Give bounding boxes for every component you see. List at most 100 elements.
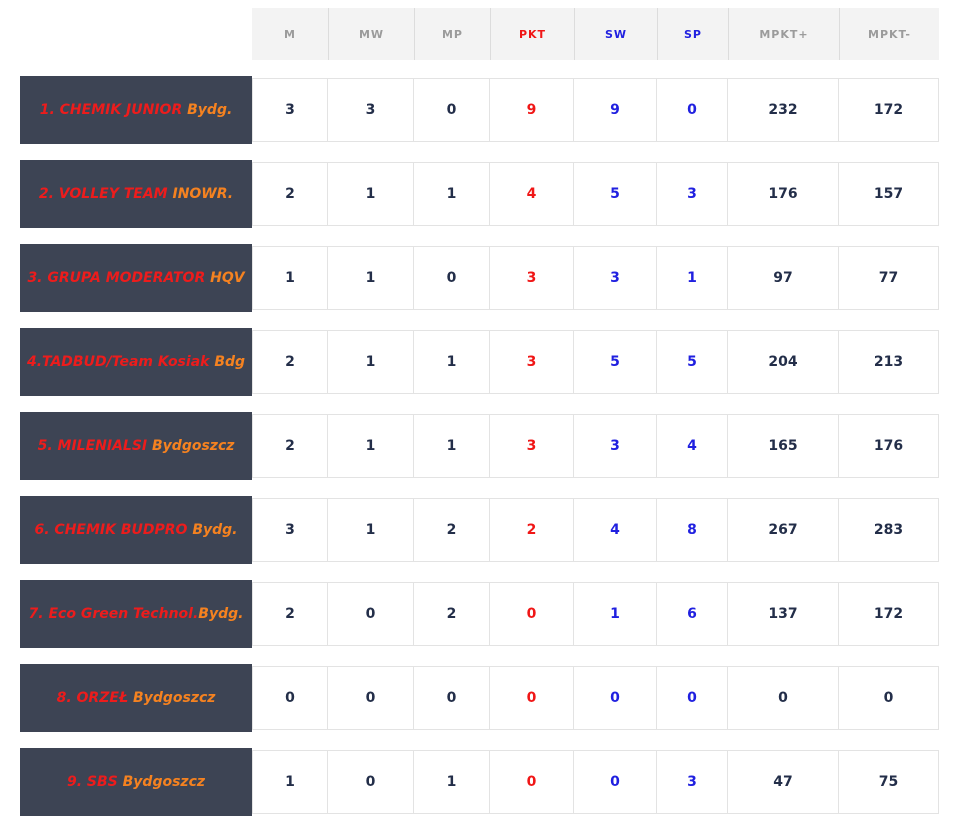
table-row: 2. VOLLEY TEAM INOWR. 2 1 1 4 5 3 176 15… [20, 160, 939, 228]
stat-mpkt-plus: 232 [728, 78, 839, 142]
stat-pkt: 3 [490, 330, 574, 394]
stat-pkt: 9 [490, 78, 574, 142]
table-row: 1. CHEMIK JUNIOR Bydg. 3 3 0 9 9 0 232 1… [20, 76, 939, 144]
team-city: Bydg. [187, 522, 238, 538]
table-row: 3. GRUPA MODERATOR HQV 1 1 0 3 3 1 97 77 [20, 244, 939, 312]
stat-mp: 1 [414, 750, 490, 814]
stat-mw: 1 [328, 162, 414, 226]
stat-sw: 5 [574, 162, 657, 226]
team-name-cell: 9. SBS Bydgoszcz [20, 748, 252, 816]
stat-mw: 0 [328, 666, 414, 730]
table-row: 8. ORZEŁ Bydgoszcz 0 0 0 0 0 0 0 0 [20, 664, 939, 732]
team-name-cell: 1. CHEMIK JUNIOR Bydg. [20, 76, 252, 144]
stat-m: 3 [252, 78, 328, 142]
stat-pkt: 0 [490, 582, 574, 646]
team-rank-and-name: 5. MILENIALSI [37, 438, 148, 454]
team-city: INOWR. [167, 186, 234, 202]
stat-mpkt-minus: 75 [839, 750, 939, 814]
stat-pkt: 2 [490, 498, 574, 562]
team-name-cell: 6. CHEMIK BUDPRO Bydg. [20, 496, 252, 564]
stat-m: 2 [252, 330, 328, 394]
stat-mpkt-minus: 77 [839, 246, 939, 310]
column-header-sw: SW [574, 8, 657, 60]
stat-mpkt-plus: 165 [728, 414, 839, 478]
stat-sp: 3 [657, 750, 728, 814]
stat-mp: 0 [414, 246, 490, 310]
stat-mpkt-minus: 283 [839, 498, 939, 562]
stat-mpkt-plus: 137 [728, 582, 839, 646]
stat-sw: 3 [574, 414, 657, 478]
stat-sp: 0 [657, 78, 728, 142]
stat-mw: 0 [328, 750, 414, 814]
stat-sp: 5 [657, 330, 728, 394]
stat-mpkt-plus: 267 [728, 498, 839, 562]
team-name-cell: 2. VOLLEY TEAM INOWR. [20, 160, 252, 228]
team-name-cell: 8. ORZEŁ Bydgoszcz [20, 664, 252, 732]
table-body: 1. CHEMIK JUNIOR Bydg. 3 3 0 9 9 0 232 1… [20, 76, 939, 816]
team-city: Bydgoszcz [147, 438, 235, 454]
stat-pkt: 4 [490, 162, 574, 226]
team-city: Bdg [209, 354, 246, 370]
table-row: 4.TADBUD/Team Kosiak Bdg 2 1 1 3 5 5 204… [20, 328, 939, 396]
stat-pkt: 3 [490, 246, 574, 310]
stat-mp: 2 [414, 498, 490, 562]
stat-mp: 1 [414, 330, 490, 394]
stat-mpkt-plus: 0 [728, 666, 839, 730]
column-header-mpkt-plus: MPKT+ [728, 8, 839, 60]
stat-mpkt-minus: 157 [839, 162, 939, 226]
stat-mw: 0 [328, 582, 414, 646]
stat-m: 2 [252, 414, 328, 478]
stat-sw: 1 [574, 582, 657, 646]
column-header-pkt: PKT [490, 8, 574, 60]
stat-mw: 1 [328, 498, 414, 562]
stat-m: 0 [252, 666, 328, 730]
team-city: Bydgoszcz [117, 774, 206, 790]
stat-m: 1 [252, 750, 328, 814]
stat-sp: 1 [657, 246, 728, 310]
header-name-spacer [20, 8, 252, 60]
column-header-sp: SP [657, 8, 728, 60]
team-city: Bydg. [198, 606, 244, 622]
team-rank-and-name: 2. VOLLEY TEAM [38, 186, 168, 202]
team-rank-and-name: 4.TADBUD/Team Kosiak [26, 354, 210, 370]
stat-pkt: 0 [490, 666, 574, 730]
stat-m: 2 [252, 162, 328, 226]
table-row: 7. Eco Green Technol. Bydg. 2 0 2 0 1 6 1… [20, 580, 939, 648]
stat-mp: 0 [414, 78, 490, 142]
team-city: Bydgoszcz [128, 690, 216, 706]
stat-mpkt-minus: 0 [839, 666, 939, 730]
table-header-row: M MW MP PKT SW SP MPKT+ MPKT- [20, 8, 939, 60]
stat-mp: 1 [414, 414, 490, 478]
table-row: 9. SBS Bydgoszcz 1 0 1 0 0 3 47 75 [20, 748, 939, 816]
stat-mp: 2 [414, 582, 490, 646]
stat-mpkt-minus: 172 [839, 78, 939, 142]
stat-mpkt-plus: 176 [728, 162, 839, 226]
stat-mpkt-plus: 204 [728, 330, 839, 394]
stat-sp: 6 [657, 582, 728, 646]
team-rank-and-name: 1. CHEMIK JUNIOR [39, 102, 183, 118]
team-city: HQV [205, 270, 245, 286]
stat-mw: 3 [328, 78, 414, 142]
column-header-mw: MW [328, 8, 414, 60]
stat-m: 3 [252, 498, 328, 562]
team-name-cell: 4.TADBUD/Team Kosiak Bdg [20, 328, 252, 396]
stat-mw: 1 [328, 414, 414, 478]
team-name-cell: 7. Eco Green Technol. Bydg. [20, 580, 252, 648]
column-header-mpkt-minus: MPKT- [839, 8, 939, 60]
team-rank-and-name: 9. SBS [66, 774, 118, 790]
stat-mpkt-minus: 213 [839, 330, 939, 394]
team-rank-and-name: 6. CHEMIK BUDPRO [34, 522, 188, 538]
stat-mpkt-minus: 172 [839, 582, 939, 646]
column-header-mp: MP [414, 8, 490, 60]
table-row: 5. MILENIALSI Bydgoszcz 2 1 1 3 3 4 165 … [20, 412, 939, 480]
stat-mpkt-plus: 97 [728, 246, 839, 310]
stat-mp: 1 [414, 162, 490, 226]
stat-mp: 0 [414, 666, 490, 730]
team-city: Bydg. [182, 102, 233, 118]
team-name-cell: 3. GRUPA MODERATOR HQV [20, 244, 252, 312]
stat-sw: 5 [574, 330, 657, 394]
stat-m: 1 [252, 246, 328, 310]
table-row: 6. CHEMIK BUDPRO Bydg. 3 1 2 2 4 8 267 2… [20, 496, 939, 564]
stat-sp: 0 [657, 666, 728, 730]
